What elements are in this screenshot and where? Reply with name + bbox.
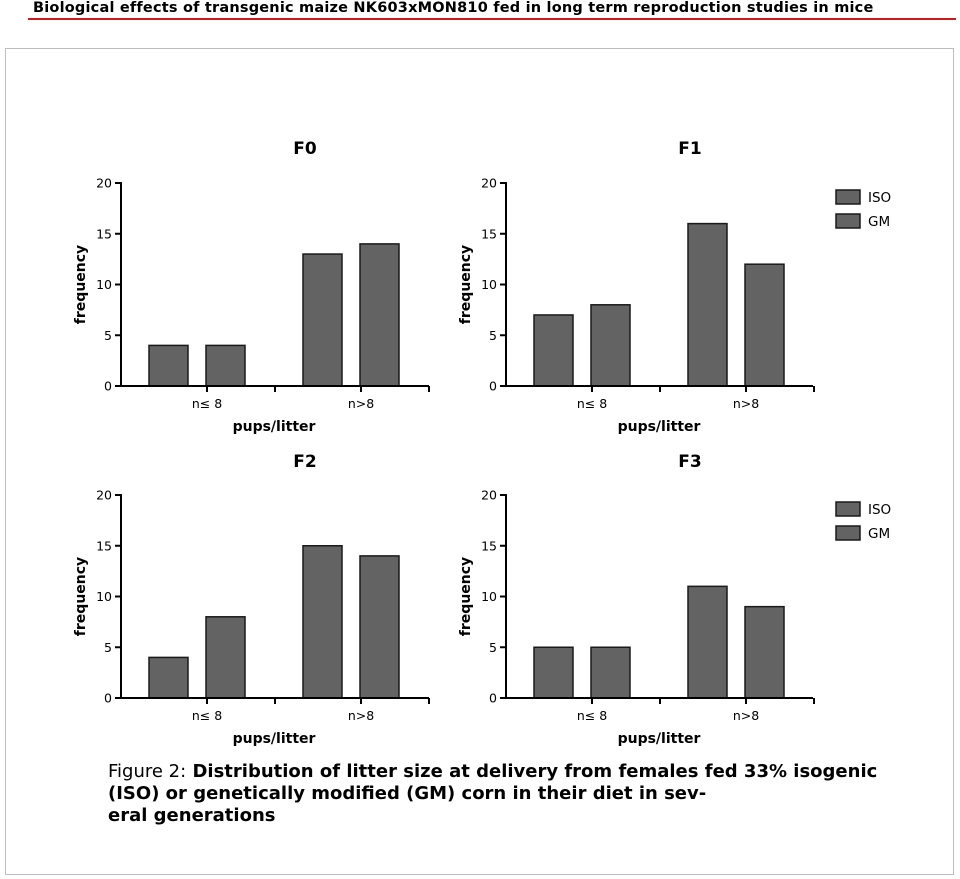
panel-1-bar-gm-1	[205, 344, 246, 387]
panel-4-legend-swatch-gm	[835, 525, 861, 541]
panel-1-title: F0	[293, 139, 317, 159]
panel-4-legend-label-gm: GM	[868, 526, 890, 542]
figure-caption: Figure 2: Distribution of litter size at…	[108, 761, 918, 827]
panel-1-bar-iso-1	[148, 344, 189, 387]
panel-4-title: F3	[678, 452, 701, 472]
panel-1-xlabel: pups/litter	[233, 419, 316, 435]
panel-3-ytick-label-5: 5	[104, 640, 112, 655]
panel-2-ytick-label-20: 20	[481, 176, 497, 191]
panel-3-category-label-1: n≤ 8	[192, 708, 222, 723]
panel-4-ytick-label-5: 5	[489, 640, 497, 655]
panel-3-category-label-2: n>8	[348, 708, 374, 723]
panel-4-bar-iso-2	[687, 585, 728, 699]
panel-3-ytick-label-0: 0	[104, 691, 112, 706]
panel-4-category-label-2: n>8	[733, 708, 759, 723]
panel-2-legend-label-iso: ISO	[868, 190, 891, 206]
panel-2-category-label-2: n>8	[733, 396, 759, 411]
figure-frame	[5, 48, 954, 875]
panel-1-ytick-label-5: 5	[104, 328, 112, 343]
running-header: Biological effects of transgenic maize N…	[33, 0, 874, 16]
panel-2-ytick-label-0: 0	[489, 379, 497, 394]
panel-2-xlabel: pups/litter	[618, 419, 701, 435]
panel-1-ytick-label-10: 10	[96, 277, 112, 292]
panel-3-xlabel: pups/litter	[233, 731, 316, 747]
panel-4-legend-swatch-iso	[835, 501, 861, 517]
panel-2-legend-swatch-gm	[835, 213, 861, 229]
panel-4-legend-label-iso: ISO	[868, 502, 891, 518]
caption-label: Figure 2:	[108, 761, 187, 782]
panel-4-ytick-label-10: 10	[481, 589, 497, 604]
panel-1-ytick-label-20: 20	[96, 176, 112, 191]
panel-1-ylabel: frequency	[73, 245, 89, 324]
panel-2-legend-swatch-iso	[835, 189, 861, 205]
panel-4-xlabel: pups/litter	[618, 731, 701, 747]
panel-2-bar-gm-1	[590, 304, 631, 387]
panel-3-bar-gm-2	[359, 555, 400, 699]
panel-4-ytick-label-15: 15	[481, 538, 497, 553]
panel-1-bar-iso-2	[302, 253, 343, 387]
panel-4-ytick-label-0: 0	[489, 691, 497, 706]
panel-2-title: F1	[678, 139, 701, 159]
panel-4-bar-gm-2	[744, 605, 785, 699]
panel-4-ylabel: frequency	[458, 557, 474, 636]
panel-3-ytick-label-20: 20	[96, 488, 112, 503]
panel-1-bar-gm-2	[359, 243, 400, 387]
panel-3-bar-iso-1	[148, 656, 189, 699]
panel-4-bar-gm-1	[590, 646, 631, 699]
panel-3-title: F2	[293, 452, 316, 472]
panel-4-category-label-1: n≤ 8	[577, 708, 607, 723]
panel-4-ytick-label-20: 20	[481, 488, 497, 503]
panel-1-ytick-label-15: 15	[96, 226, 112, 241]
panel-3-ylabel: frequency	[73, 557, 89, 636]
panel-2-bar-iso-2	[687, 222, 728, 387]
panel-4-bar-iso-1	[533, 646, 574, 699]
caption-text: Distribution of litter size at delivery …	[108, 761, 878, 826]
panel-2-ylabel: frequency	[458, 245, 474, 324]
panel-2-category-label-1: n≤ 8	[577, 396, 607, 411]
panel-1-category-label-1: n≤ 8	[192, 396, 222, 411]
panel-2-bar-gm-2	[744, 263, 785, 387]
panel-2-ytick-label-10: 10	[481, 277, 497, 292]
panel-2-bar-iso-1	[533, 314, 574, 387]
panel-2-ytick-label-15: 15	[481, 226, 497, 241]
panel-1-category-label-2: n>8	[348, 396, 374, 411]
panel-2-legend-label-gm: GM	[868, 214, 890, 230]
panel-3-ytick-label-15: 15	[96, 538, 112, 553]
panel-2-ytick-label-5: 5	[489, 328, 497, 343]
panel-3-bar-iso-2	[302, 545, 343, 699]
header-rule	[28, 18, 956, 20]
panel-3-bar-gm-1	[205, 616, 246, 699]
panel-3-ytick-label-10: 10	[96, 589, 112, 604]
panel-1-ytick-label-0: 0	[104, 379, 112, 394]
